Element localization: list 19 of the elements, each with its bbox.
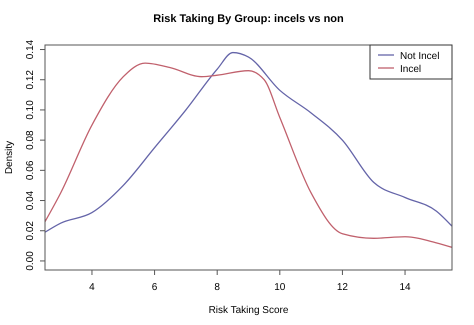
x-tick-label: 8 [214,282,220,293]
y-tick-label: 0.12 [25,70,36,90]
x-tick-label: 12 [336,282,348,293]
y-tick-label: 0.02 [25,220,36,240]
y-tick-label: 0.14 [25,39,36,60]
legend-label: Incel [400,64,422,75]
x-tick-label: 4 [89,282,96,293]
x-tick-label: 14 [399,282,412,293]
y-tick-label: 0.06 [25,160,36,180]
legend-label: Not Incel [400,51,440,62]
y-tick-label: 0.00 [25,250,36,271]
x-axis-title: Risk Taking Score [208,305,289,316]
y-tick-label: 0.04 [25,190,36,210]
y-tick-label: 0.08 [25,130,36,150]
x-tick-label: 10 [274,282,286,293]
y-axis-title: Density [4,140,15,174]
y-tick-label: 0.10 [25,100,36,120]
x-tick-label: 6 [152,282,158,293]
chart-title: Risk Taking By Group: incels vs non [153,13,344,25]
